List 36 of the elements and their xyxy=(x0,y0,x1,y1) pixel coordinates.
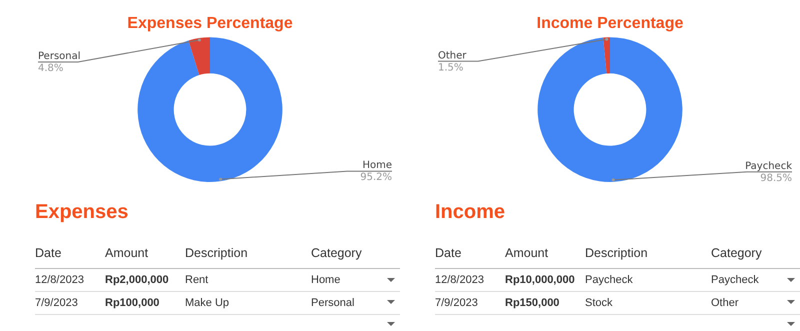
text: 12/8/2023 xyxy=(35,269,105,292)
text: Rent xyxy=(185,269,311,292)
text: Rp100,000 xyxy=(105,292,185,315)
text: Date xyxy=(435,238,505,269)
chart-title: Income Percentage xyxy=(536,15,684,32)
data-label: 98.5% xyxy=(760,172,792,184)
chart-title: Expenses Percentage xyxy=(127,15,293,32)
slice-label: Personal xyxy=(38,51,81,62)
slice-label: Home xyxy=(362,160,392,172)
text: Description xyxy=(185,238,311,269)
slice-label: Paycheck xyxy=(745,160,792,172)
data-label: 1.5% xyxy=(438,62,464,74)
text: Rp2,000,000 xyxy=(105,269,185,292)
text: 7/9/2023 xyxy=(35,292,105,315)
text: Paycheck xyxy=(711,269,800,292)
data-label: 4.8% xyxy=(38,63,64,74)
text: Personal xyxy=(311,292,400,315)
text: Expenses xyxy=(35,201,130,224)
text: Rp150,000 xyxy=(505,292,585,315)
text: 7/9/2023 xyxy=(435,292,505,315)
text: Category xyxy=(711,238,800,269)
text: Other xyxy=(711,292,800,315)
text: Category xyxy=(311,238,400,269)
text: Amount xyxy=(105,238,185,269)
text: Description xyxy=(585,238,711,269)
data-label: 95.2% xyxy=(360,172,392,184)
text: Paycheck xyxy=(585,269,711,292)
text: Make Up xyxy=(185,292,311,315)
text: Rp10,000,000 xyxy=(505,269,585,292)
text: Stock xyxy=(585,292,711,315)
text: Amount xyxy=(505,238,585,269)
text: Income xyxy=(435,201,506,224)
slice-label: Other xyxy=(438,50,468,62)
text: Date xyxy=(35,238,105,269)
text: Home xyxy=(311,269,400,292)
text: 12/8/2023 xyxy=(435,269,505,292)
